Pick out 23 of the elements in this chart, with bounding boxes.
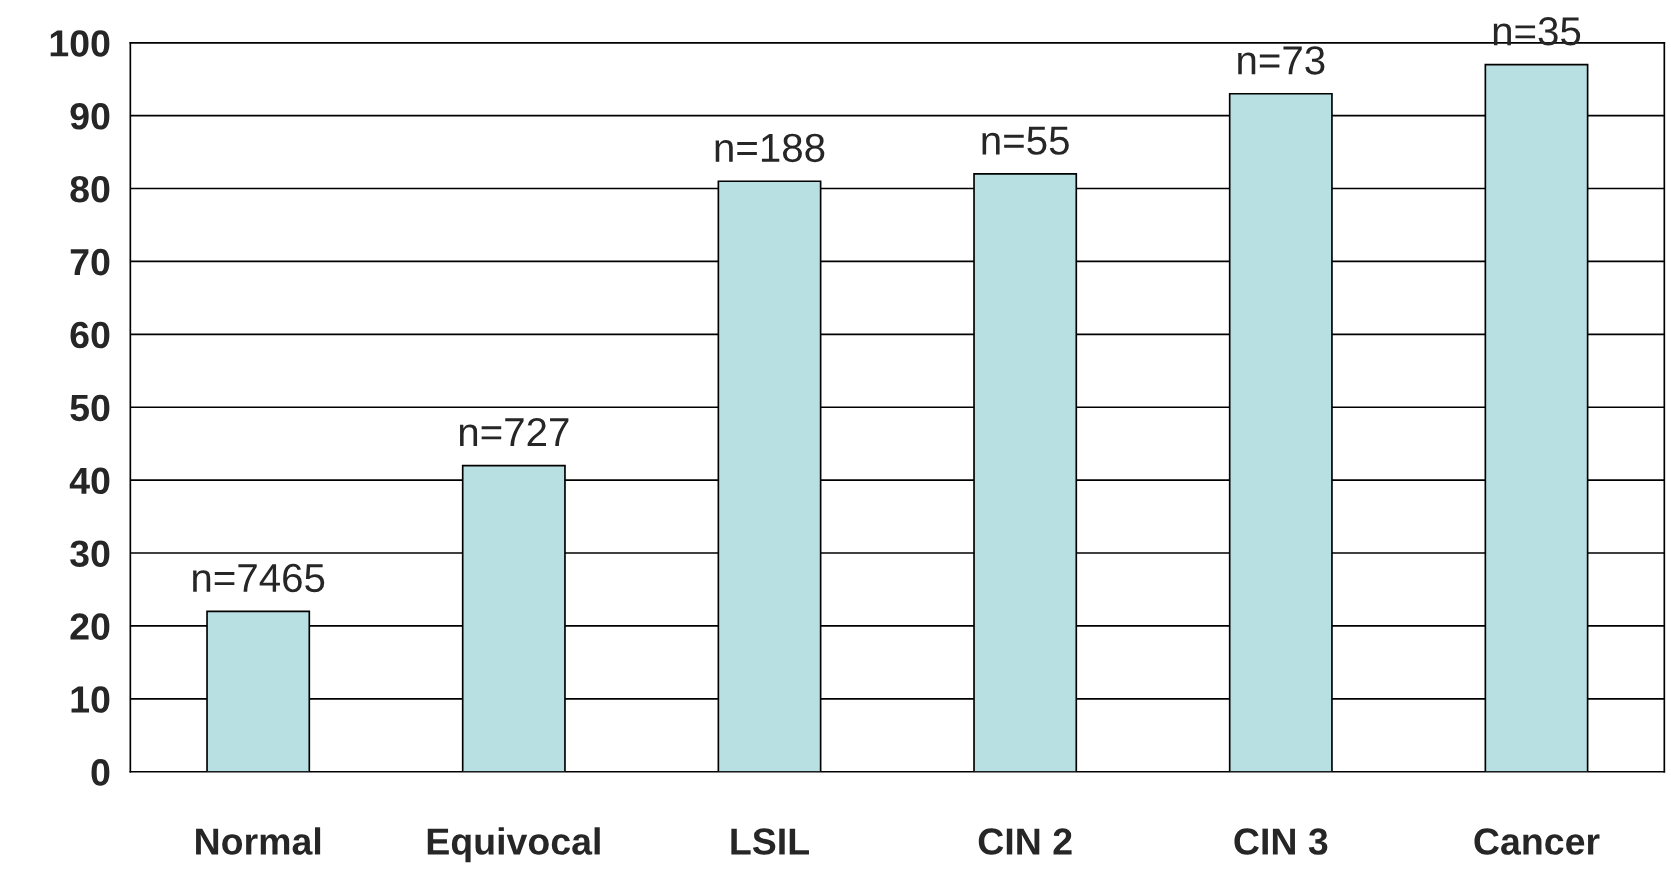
y-tick-label: 60 <box>70 321 110 349</box>
y-tick-label: 10 <box>71 686 110 713</box>
y-tick-label: 20 <box>70 613 110 640</box>
annotation: n=73 <box>1238 46 1325 75</box>
x-tick-label: Normal <box>196 827 321 855</box>
annotation: n=35 <box>1493 17 1581 46</box>
y-tick-label: 40 <box>69 467 110 495</box>
annotation: n=7465 <box>193 563 325 593</box>
y-tick-label: 30 <box>70 540 110 568</box>
y-tick-label: 90 <box>70 103 110 130</box>
x-tick-label: LSIL <box>731 828 809 855</box>
annotation: n=188 <box>715 133 825 163</box>
y-tick-label: 100 <box>50 30 110 57</box>
y-tick-label: 50 <box>70 394 110 422</box>
y-tick-label: 0 <box>91 759 110 786</box>
x-tick-label: Equivocal <box>427 827 600 863</box>
y-tick-label: 70 <box>70 248 110 276</box>
y-tick-label: 80 <box>70 175 110 203</box>
x-tick-label: Cancer <box>1474 828 1600 855</box>
x-tick-label: CIN 2 <box>978 828 1072 855</box>
x-tick-label: CIN 3 <box>1234 828 1328 855</box>
annotation: n=727 <box>459 417 569 447</box>
annotation: n=55 <box>982 126 1069 155</box>
